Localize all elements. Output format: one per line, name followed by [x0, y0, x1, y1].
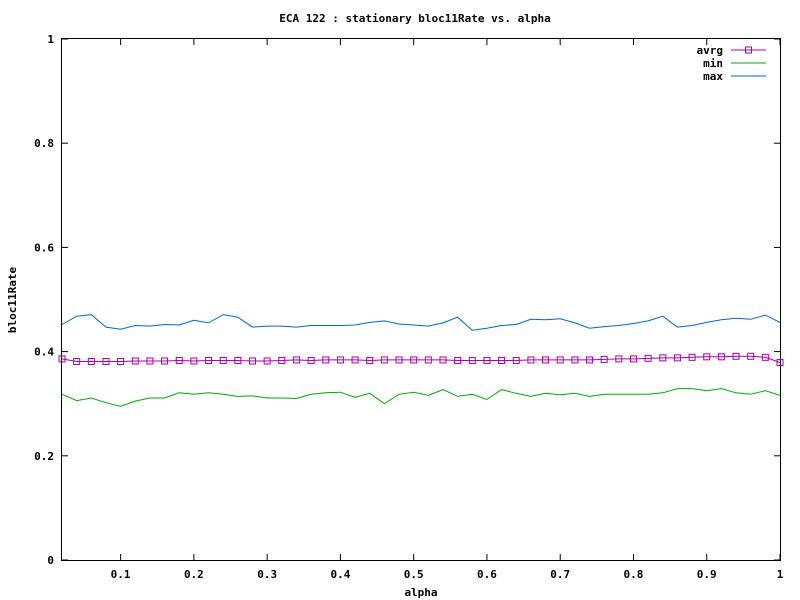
data-point-avrg — [219, 356, 227, 364]
data-point-avrg — [336, 356, 344, 364]
y-tick-label: 0.2 — [34, 450, 54, 463]
x-tick-label: 0.1 — [111, 568, 131, 581]
data-point-avrg — [380, 356, 388, 364]
data-point-avrg — [468, 356, 476, 364]
series-layer — [58, 314, 784, 407]
data-point-avrg — [732, 352, 740, 360]
data-point-avrg — [248, 357, 256, 365]
data-point-avrg — [263, 357, 271, 365]
x-axis-label: alpha — [404, 586, 437, 599]
x-tick-label: 0.9 — [697, 568, 717, 581]
legend-marker-avrg — [745, 46, 752, 54]
data-point-avrg — [58, 355, 66, 363]
data-point-avrg — [234, 356, 242, 364]
legend-label-min: min — [703, 57, 723, 70]
data-point-avrg — [175, 356, 183, 364]
data-point-avrg — [776, 359, 784, 367]
x-tick-label: 0.3 — [257, 568, 277, 581]
x-tick-label: 0.6 — [477, 568, 497, 581]
data-point-avrg — [717, 353, 725, 361]
data-point-avrg — [292, 356, 300, 364]
series-line-avrg — [61, 355, 781, 363]
data-point-avrg — [131, 357, 139, 365]
x-axis: 0.1 0.2 0.3 0.4 0.5 0.6 0.7 0.8 0.9 1 — [111, 39, 784, 581]
data-point-avrg — [322, 356, 330, 364]
y-axis-label: bloc11Rate — [6, 267, 19, 334]
data-point-avrg — [747, 352, 755, 360]
data-point-avrg — [351, 356, 359, 364]
data-point-avrg — [307, 356, 315, 364]
legend-label-max: max — [703, 70, 723, 83]
data-point-avrg — [659, 354, 667, 362]
x-tick-label: 0.2 — [184, 568, 204, 581]
data-point-avrg — [512, 356, 520, 364]
data-point-avrg — [454, 356, 462, 364]
data-point-avrg — [542, 356, 550, 364]
x-tick-label: 1 — [777, 568, 784, 581]
data-point-avrg — [439, 356, 447, 364]
data-point-avrg — [673, 354, 681, 362]
y-tick-label: 1 — [47, 33, 54, 46]
data-point-avrg — [102, 357, 110, 365]
y-tick-label: 0 — [47, 554, 54, 567]
data-point-avrg — [117, 357, 125, 365]
chart-title: ECA 122 : stationary bloc11Rate vs. alph… — [279, 12, 551, 25]
data-point-avrg — [205, 356, 213, 364]
data-point-avrg — [483, 356, 491, 364]
x-tick-label: 0.8 — [624, 568, 644, 581]
y-tick-label: 0.4 — [34, 346, 54, 359]
data-point-avrg — [73, 357, 81, 365]
series-line-max — [61, 314, 781, 331]
x-tick-label: 0.7 — [550, 568, 570, 581]
legend-label-avrg: avrg — [697, 44, 724, 57]
data-point-avrg — [161, 357, 169, 365]
x-tick-label: 0.4 — [330, 568, 350, 581]
data-point-avrg — [556, 356, 564, 364]
y-tick-label: 0.6 — [34, 241, 54, 254]
data-point-avrg — [644, 354, 652, 362]
data-point-avrg — [586, 356, 594, 364]
data-point-avrg — [366, 356, 374, 364]
data-point-avrg — [278, 356, 286, 364]
data-point-avrg — [527, 356, 535, 364]
data-point-avrg — [498, 356, 506, 364]
y-axis: 0 0.2 0.4 0.6 0.8 1 — [34, 33, 780, 567]
data-point-avrg — [146, 357, 154, 365]
data-point-avrg — [703, 353, 711, 361]
data-point-avrg — [424, 356, 432, 364]
data-point-avrg — [87, 357, 95, 365]
series-line-min — [61, 388, 781, 407]
data-point-avrg — [190, 357, 198, 365]
x-tick-label: 0.5 — [404, 568, 424, 581]
data-point-avrg — [410, 356, 418, 364]
data-point-avrg — [761, 353, 769, 361]
data-point-avrg — [571, 356, 579, 364]
data-point-avrg — [688, 353, 696, 361]
plot-area — [61, 38, 781, 561]
data-point-avrg — [395, 356, 403, 364]
data-point-avrg — [615, 355, 623, 363]
y-tick-label: 0.8 — [34, 137, 54, 150]
data-point-avrg — [600, 355, 608, 363]
data-point-avrg — [629, 355, 637, 363]
